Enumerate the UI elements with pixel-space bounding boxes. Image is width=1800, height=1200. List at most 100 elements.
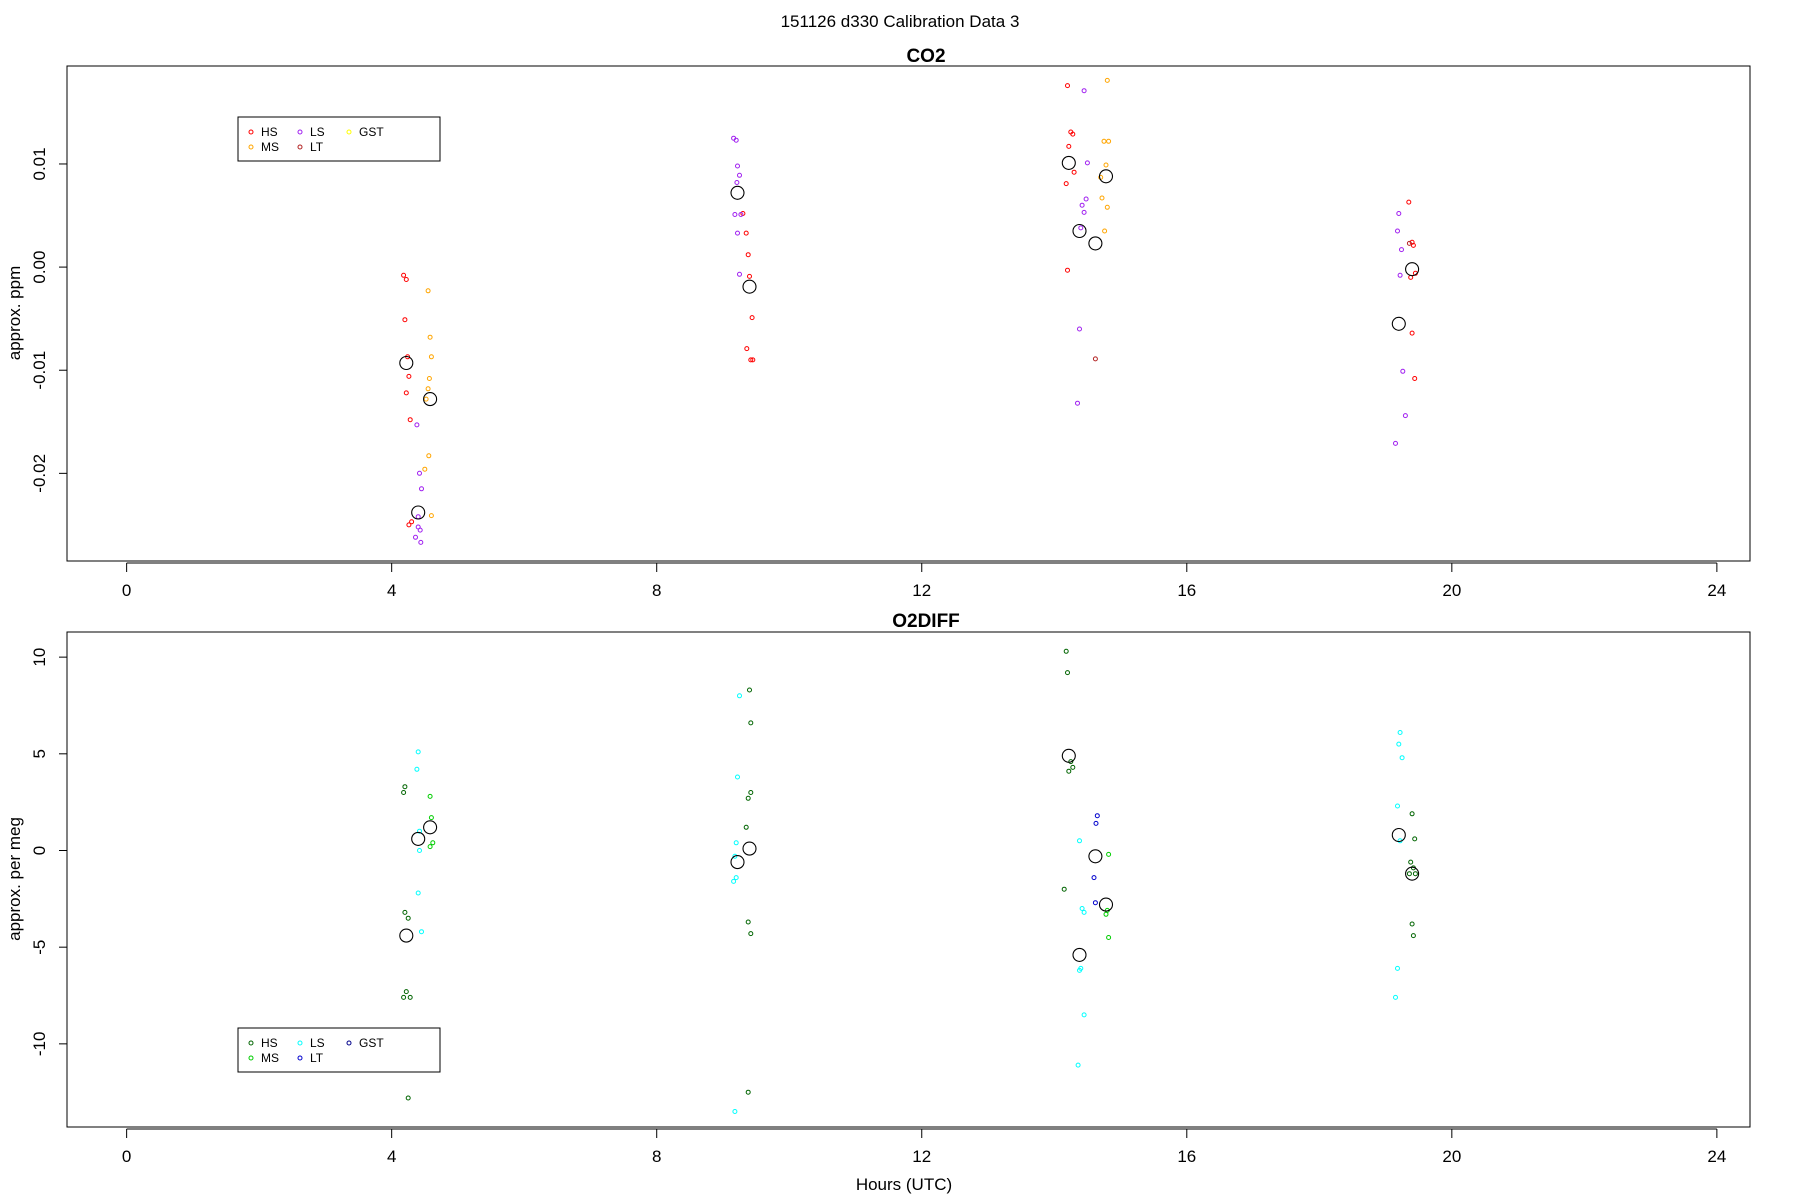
co2-point-hs xyxy=(407,417,413,423)
o2diff-point-hs xyxy=(743,824,749,830)
o2diff-point-ls xyxy=(1395,803,1400,809)
o2diff-mean-point xyxy=(399,928,414,943)
co2-point-hs xyxy=(403,277,409,282)
co2-point-ms xyxy=(427,334,433,340)
co2-legend-label-hs: HS xyxy=(261,125,278,139)
co2-mean-point xyxy=(1088,236,1103,251)
co2-point-ms xyxy=(425,386,431,392)
co2-point-ls xyxy=(1396,211,1402,216)
co2-point-hs xyxy=(1063,181,1069,187)
co2-point-ls xyxy=(415,514,421,520)
o2diff-panel-title: O2DIFF xyxy=(892,611,960,632)
co2-y-tick-label: 0.01 xyxy=(30,147,49,180)
co2-point-ms xyxy=(428,513,434,519)
co2-mean-point xyxy=(742,279,757,294)
co2-mean-point xyxy=(1072,223,1087,239)
o2diff-point-hs xyxy=(748,720,754,726)
co2-x-tick-label: 8 xyxy=(652,581,661,600)
co2-y-axis: -0.02 -0.01 0.00 0.01 xyxy=(30,147,68,493)
o2diff-mean-point xyxy=(423,820,438,835)
co2-point-lt xyxy=(1092,356,1098,362)
o2diff-point-ls xyxy=(733,840,739,846)
o2diff-x-tick-label: 12 xyxy=(912,1147,931,1166)
o2diff-data-points xyxy=(399,648,1420,1114)
o2diff-point-ls xyxy=(1397,730,1403,735)
co2-point-hs xyxy=(749,315,755,321)
co2-point-hs xyxy=(401,272,407,278)
co2-legend-label-gst: GST xyxy=(359,125,384,139)
o2diff-point-hs xyxy=(1061,886,1067,892)
co2-x-tick-label: 4 xyxy=(387,581,396,600)
co2-point-ms xyxy=(1104,204,1110,210)
o2diff-point-hs xyxy=(1063,648,1069,654)
o2diff-point-hs xyxy=(1065,670,1070,676)
o2diff-point-hs xyxy=(401,994,407,1000)
co2-point-hs xyxy=(406,522,412,528)
o2diff-point-ls xyxy=(1393,994,1398,1000)
o2diff-point-hs xyxy=(405,915,411,921)
co2-legend-box xyxy=(237,116,441,162)
co2-legend-marker-hs xyxy=(248,129,254,135)
o2diff-mean-point xyxy=(1088,849,1103,864)
o2diff-x-tick-label: 24 xyxy=(1707,1147,1726,1166)
x-axis-label: Hours (UTC) xyxy=(856,1175,952,1194)
co2-point-ls xyxy=(1395,228,1400,234)
o2diff-y-axis: -10 -5 0 5 10 xyxy=(30,648,68,1056)
co2-point-ls xyxy=(737,172,742,178)
co2-mean-point xyxy=(1061,155,1076,170)
o2diff-point-ls xyxy=(732,1109,738,1114)
co2-point-hs xyxy=(747,273,752,279)
o2diff-x-tick-label: 4 xyxy=(387,1147,396,1166)
o2diff-point-hs xyxy=(1410,933,1416,939)
co2-x-tick-label: 12 xyxy=(912,581,931,600)
co2-point-ms xyxy=(1102,228,1108,234)
o2diff-point-hs xyxy=(402,784,408,790)
co2-point-hs xyxy=(750,357,756,363)
o2diff-point-ls xyxy=(732,853,738,859)
o2diff-point-ms xyxy=(427,844,433,850)
o2diff-x-tick-label: 8 xyxy=(652,1147,661,1166)
co2-point-ls xyxy=(419,486,424,492)
co2-point-ls xyxy=(418,539,424,545)
co2-point-ls xyxy=(737,271,742,277)
o2diff-point-hs xyxy=(1070,764,1076,770)
co2-legend-marker-lt xyxy=(297,144,303,150)
o2diff-point-ls xyxy=(417,848,422,853)
co2-data-points xyxy=(399,77,1420,545)
o2diff-point-ms xyxy=(1106,935,1112,940)
co2-point-ms xyxy=(1101,138,1107,144)
o2diff-legend-box xyxy=(237,1027,441,1073)
o2diff-mean-point xyxy=(1072,947,1087,962)
co2-point-hs xyxy=(409,519,415,525)
o2diff-legend-label-ls: LS xyxy=(310,1036,325,1050)
co2-point-hs xyxy=(1410,242,1416,248)
co2-x-tick-label: 16 xyxy=(1177,581,1196,600)
o2diff-point-ms xyxy=(1103,911,1109,917)
co2-point-hs xyxy=(1409,330,1415,336)
co2-panel: CO2 0 4 8 12 16 20 24 -0.02 -0.01 0.00 0.01 appro… xyxy=(5,46,1751,600)
co2-point-ls xyxy=(735,163,740,169)
o2diff-y-tick-label: -5 xyxy=(30,940,49,955)
co2-x-axis: 0 4 8 12 16 20 24 xyxy=(122,562,1726,600)
co2-point-ls xyxy=(1400,368,1406,374)
o2diff-legend-label-ms: MS xyxy=(261,1051,279,1065)
o2diff-point-hs xyxy=(1406,871,1412,877)
o2diff-point-ms xyxy=(428,815,434,821)
o2diff-point-hs xyxy=(745,919,751,925)
co2-mean-point xyxy=(411,505,426,520)
o2diff-point-hs xyxy=(1409,811,1415,817)
o2diff-point-hs xyxy=(1412,836,1418,842)
co2-point-ms xyxy=(426,376,432,381)
co2-point-hs xyxy=(1065,267,1070,273)
co2-point-ls xyxy=(1075,400,1080,406)
o2diff-point-hs xyxy=(403,989,409,995)
figure-title: 151126 d330 Calibration Data 3 xyxy=(781,12,1020,31)
co2-x-tick-label: 0 xyxy=(122,581,131,600)
co2-point-hs xyxy=(744,346,750,352)
o2diff-point-hs xyxy=(402,909,408,915)
co2-point-ms xyxy=(1104,77,1110,83)
co2-point-hs xyxy=(1066,143,1072,149)
co2-point-ls xyxy=(414,422,420,428)
co2-point-ls xyxy=(732,212,738,217)
